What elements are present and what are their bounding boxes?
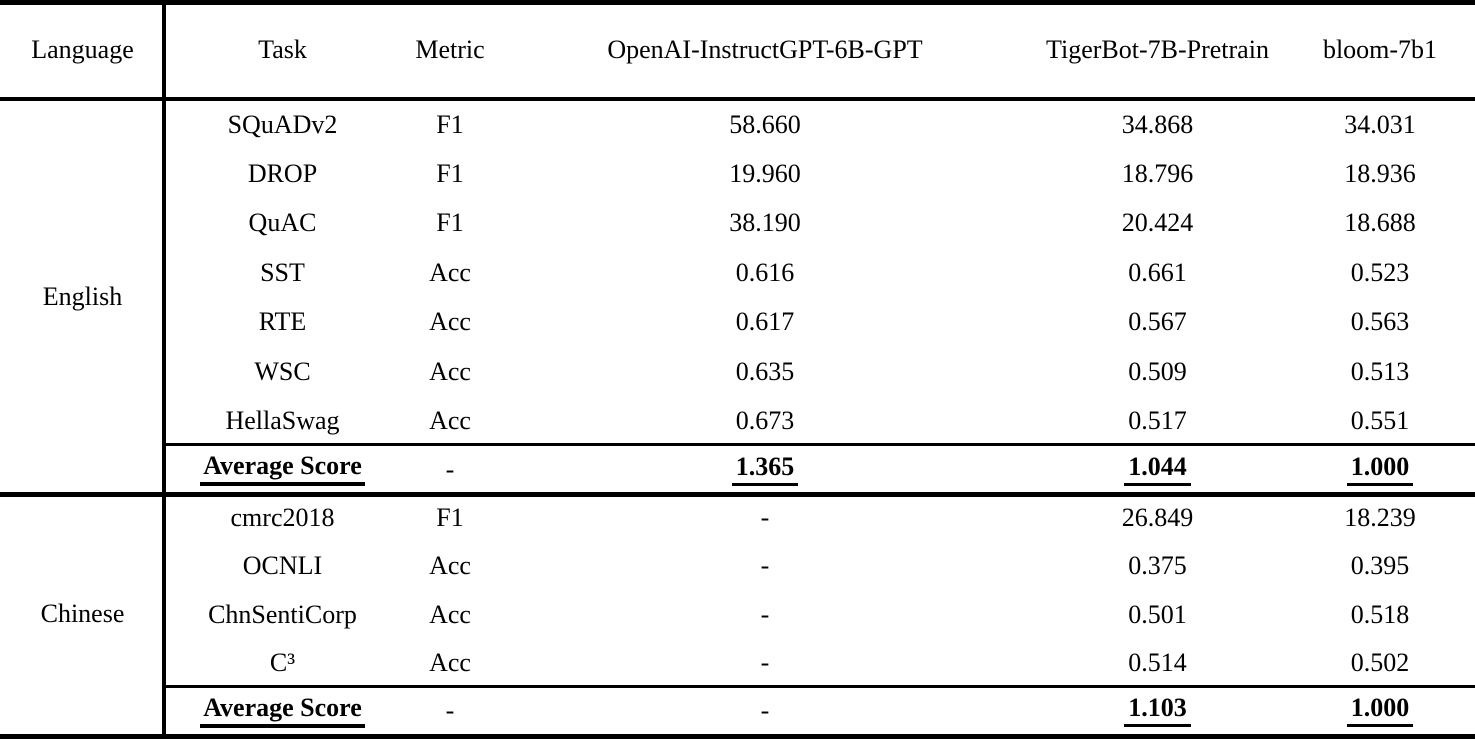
cell-value: 18.239 [1344, 502, 1416, 532]
cell-average-value: 1.000 [1285, 446, 1475, 494]
cell-metric: Acc [429, 551, 471, 581]
cell-metric: F1 [436, 109, 464, 139]
cell-task: SQuADv2 [227, 109, 338, 139]
cell-value: 0.501 [1128, 599, 1187, 629]
average-label-underlined: Average Score [200, 453, 365, 487]
chinese-average-separator-line [162, 685, 1475, 688]
average-value-underlined: 1.365 [731, 453, 799, 486]
cell-metric: Acc [429, 356, 471, 386]
cell-average-label: Average Score [165, 446, 400, 494]
cell-value: - [760, 599, 770, 629]
column-header-metric: Metric [415, 35, 485, 64]
average-value-underlined: 1.000 [1346, 695, 1414, 728]
cell-value: - [760, 648, 770, 678]
cell-average-value: 1.000 [1285, 688, 1475, 735]
average-value-underlined: 1.103 [1124, 695, 1191, 728]
cell-value: - [760, 502, 770, 532]
cell-task: DROP [247, 159, 318, 189]
column-header-tigerbot-pretrain: TigerBot-7B-Pretrain [1046, 35, 1269, 64]
table-border-top [0, 0, 1475, 5]
column-header-openai-instructgpt: OpenAI-InstructGPT-6B-GPT [607, 35, 923, 64]
column-header-bloom: bloom-7b1 [1322, 35, 1438, 64]
cell-value: 18.936 [1344, 159, 1416, 189]
cell-value: 0.502 [1350, 648, 1410, 678]
cell-task: QuAC [248, 208, 317, 238]
column-header-task: Task [258, 35, 307, 64]
cell-value: 0.661 [1128, 257, 1187, 287]
average-value-underlined: 1.000 [1346, 453, 1414, 486]
header-separator-line [0, 97, 1475, 101]
cell-value: 0.673 [735, 406, 795, 436]
cell-task: SST [260, 257, 305, 287]
cell-metric: Acc [429, 599, 471, 629]
cell-average-metric: - [445, 454, 455, 484]
cell-task: cmrc2018 [230, 502, 335, 532]
cell-value: 0.517 [1128, 406, 1187, 436]
cell-value: 58.660 [729, 109, 801, 139]
cell-task: HellaSwag [225, 406, 340, 436]
cell-value: 38.190 [729, 208, 801, 238]
cell-value: - [760, 551, 770, 581]
column-header-language: Language [31, 35, 134, 64]
cell-metric: Acc [429, 257, 471, 287]
cell-task: OCNLI [242, 551, 323, 581]
cell-value: 18.796 [1121, 159, 1194, 189]
cell-metric: Acc [429, 406, 471, 436]
language-cell-chinese: Chinese [40, 599, 125, 629]
cell-value: 18.688 [1344, 208, 1416, 238]
cell-average-value: 1.103 [1030, 688, 1285, 735]
cell-value: 0.635 [735, 356, 795, 386]
cell-task: RTE [258, 307, 307, 337]
cell-metric: Acc [429, 648, 471, 678]
table-border-bottom [0, 734, 1475, 739]
cell-average-value: 1.044 [1030, 446, 1285, 494]
language-cell-english: English [42, 281, 123, 311]
cell-value: 0.518 [1350, 599, 1410, 629]
cell-task: C³ [269, 648, 296, 678]
cell-value: 0.513 [1350, 356, 1410, 386]
cell-metric: F1 [436, 208, 464, 238]
cell-value: 0.567 [1128, 307, 1187, 337]
cell-metric: Acc [429, 307, 471, 337]
cell-value: 0.514 [1128, 648, 1187, 678]
cell-value: 0.616 [735, 257, 795, 287]
cell-value: 20.424 [1121, 208, 1194, 238]
language-column-divider-line [162, 0, 166, 739]
cell-value: 0.523 [1350, 257, 1410, 287]
average-label-underlined: Average Score [200, 694, 365, 728]
cell-value: 19.960 [729, 159, 801, 189]
cell-value: 0.395 [1350, 551, 1410, 581]
cell-value: 26.849 [1121, 502, 1194, 532]
cell-value: 0.563 [1350, 307, 1410, 337]
section-divider-line [0, 492, 1475, 497]
cell-average-value: 1.365 [500, 446, 1030, 494]
cell-average-label: Average Score [165, 688, 400, 735]
average-value-underlined: 1.044 [1124, 453, 1191, 486]
cell-task: WSC [254, 356, 311, 386]
english-average-separator-line [162, 443, 1475, 446]
cell-value: 34.868 [1121, 109, 1194, 139]
cell-average-value: - [760, 696, 770, 726]
cell-average-metric: - [445, 696, 455, 726]
cell-value: 0.551 [1350, 406, 1410, 436]
cell-value: 34.031 [1344, 109, 1416, 139]
cell-value: 0.617 [735, 307, 795, 337]
cell-task: ChnSentiCorp [208, 599, 357, 629]
cell-value: 0.375 [1128, 551, 1187, 581]
cell-value: 0.509 [1128, 356, 1187, 386]
cell-metric: F1 [436, 502, 464, 532]
cell-metric: F1 [436, 159, 464, 189]
